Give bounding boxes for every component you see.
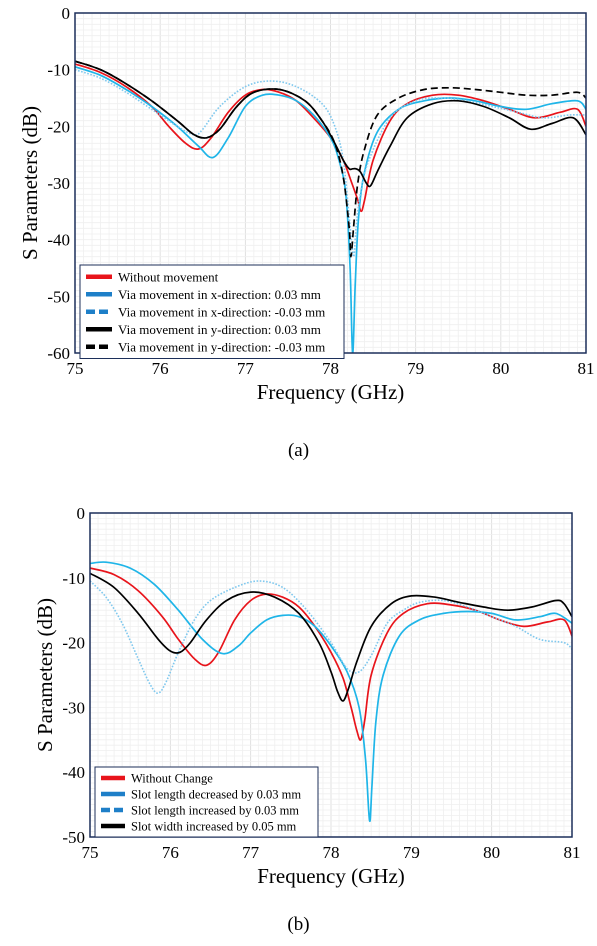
x-tick-label: 77 (237, 359, 255, 378)
y-ticks-a: 0 -10 -20 -30 -40 -50 -60 (47, 4, 70, 363)
x-tick-label: 81 (578, 359, 595, 378)
caption-b: (b) (287, 914, 310, 935)
y-tick-label: -60 (47, 344, 70, 363)
x-tick-label: 79 (403, 843, 420, 862)
legend-label: Via movement in x-direction: -0.03 mm (118, 304, 325, 319)
legend-label: Via movement in y-direction: -0.03 mm (118, 339, 325, 354)
x-ticks-b: 75 76 77 78 79 80 81 (82, 843, 581, 862)
caption-a: (a) (287, 440, 310, 461)
y-tick-label: 0 (62, 4, 71, 23)
x-tick-label: 80 (483, 843, 500, 862)
x-tick-label: 77 (242, 843, 260, 862)
series-b (90, 561, 572, 823)
legend-box (79, 264, 345, 359)
x-tick-label: 79 (407, 359, 424, 378)
y-axis-label-a: S Parameters (dB) (18, 106, 42, 260)
y-tick-label: -30 (62, 698, 85, 717)
x-axis-label-b: Frequency (GHz) (257, 864, 405, 888)
legend-label: Slot length increased by 0.03 mm (131, 804, 299, 818)
y-tick-label: -20 (62, 634, 85, 653)
legend-box (94, 766, 319, 838)
x-tick-label: 76 (162, 843, 179, 862)
y-tick-label: -30 (47, 174, 70, 193)
chart-a: 0 -10 -20 -30 -40 -50 -60 75 76 77 78 79 80 81 Frequ… (18, 4, 595, 404)
chart-b: 0 -10 -20 -30 -40 -50 75 76 77 78 79 80 81 Frequenc… (33, 504, 581, 888)
y-tick-label: -50 (62, 828, 85, 847)
legend-b: Without Change Slot length decreased by 0… (94, 766, 319, 838)
y-ticks-b: 0 -10 -20 -30 -40 -50 (62, 504, 85, 847)
x-tick-label: 78 (322, 359, 339, 378)
x-tick-label: 78 (323, 843, 340, 862)
legend-label: Via movement in x-direction: 0.03 mm (118, 287, 321, 302)
legend-a: Without movement Via movement in x-direct… (79, 264, 345, 359)
series-line-4 (75, 60, 586, 188)
y-tick-label: -20 (47, 117, 70, 136)
y-tick-label: -50 (47, 287, 70, 306)
series-line-2 (90, 561, 572, 823)
x-tick-label: 80 (492, 359, 509, 378)
x-ticks-a: 75 76 77 78 79 80 81 (67, 359, 595, 378)
plot-frame-b (89, 512, 573, 838)
x-tick-label: 75 (67, 359, 84, 378)
y-tick-label: 0 (77, 504, 86, 523)
legend-label: Without Change (131, 772, 213, 786)
legend-label: Via movement in y-direction: 0.03 mm (118, 322, 321, 337)
series-a (75, 60, 586, 353)
legend-label: Without movement (118, 269, 219, 284)
y-axis-label-b: S Parameters (dB) (33, 598, 57, 752)
x-tick-label: 81 (564, 843, 581, 862)
series-line-4 (90, 572, 572, 702)
y-tick-label: -10 (47, 61, 70, 80)
x-axis-label-a: Frequency (GHz) (257, 380, 405, 404)
y-tick-label: -10 (62, 569, 85, 588)
x-tick-label: 76 (152, 359, 169, 378)
series-line-3 (90, 580, 572, 694)
y-tick-label: -40 (62, 763, 85, 782)
series-line-5 (75, 60, 586, 258)
legend-label: Slot width increased by 0.05 mm (131, 820, 297, 834)
y-tick-label: -40 (47, 231, 70, 250)
x-tick-label: 75 (82, 843, 99, 862)
legend-label: Slot length decreased by 0.03 mm (131, 788, 301, 802)
series-line-3 (75, 68, 586, 258)
